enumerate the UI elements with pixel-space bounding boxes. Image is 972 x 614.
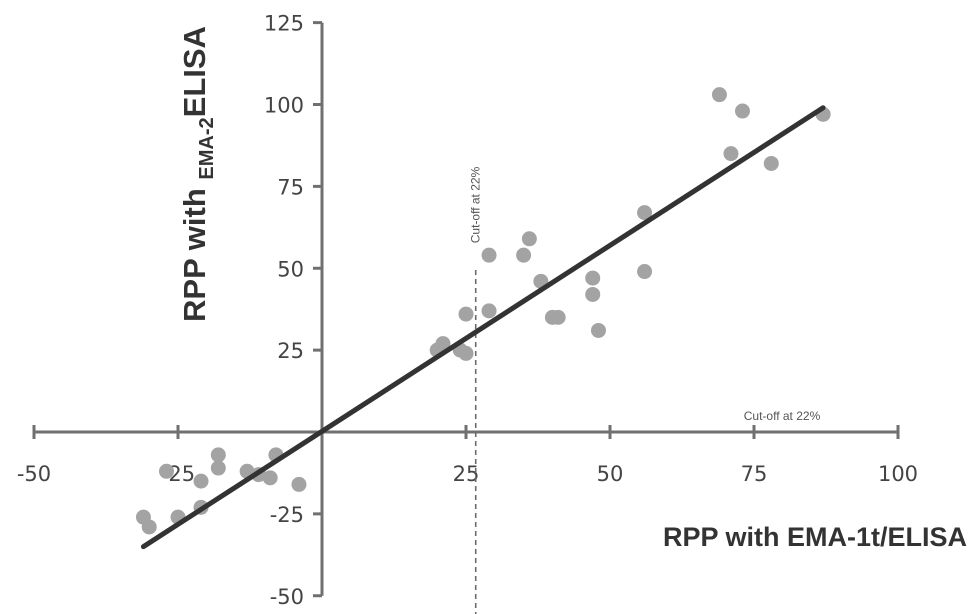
- x-tick-label: 50: [597, 462, 624, 486]
- data-point: [481, 247, 497, 263]
- y-tick-label: 100: [264, 94, 304, 118]
- annotations: Cut-off at 22%: [469, 166, 483, 614]
- y-axis-title-main: RPP with: [177, 180, 212, 322]
- data-point: [291, 476, 307, 492]
- data-point: [763, 155, 779, 171]
- x-tick-label: -50: [17, 462, 51, 486]
- data-point: [734, 103, 750, 119]
- data-points: [135, 87, 831, 535]
- data-point: [516, 247, 532, 263]
- data-point: [458, 345, 474, 361]
- y-tick-label: 50: [277, 257, 304, 281]
- data-point: [158, 463, 174, 479]
- regression-line: [140, 105, 826, 550]
- data-point: [435, 336, 451, 352]
- regression-line-group: [140, 105, 826, 550]
- data-point: [458, 306, 474, 322]
- data-point: [550, 309, 566, 325]
- data-point: [637, 264, 653, 280]
- horizontal-cutoff-label: Cut-off at 22%: [744, 409, 821, 423]
- data-point: [521, 231, 537, 247]
- x-axis-title: RPP with EMA-1t/ELISA: [663, 522, 967, 552]
- y-tick-label: -50: [270, 585, 304, 609]
- y-tick-label: 75: [277, 175, 304, 199]
- data-point: [711, 87, 727, 103]
- y-tick-label: -25: [270, 503, 304, 527]
- data-point: [262, 470, 278, 486]
- y-axis-title-sub: EMA-2: [196, 117, 218, 179]
- data-point: [141, 519, 157, 535]
- data-point: [585, 286, 601, 302]
- y-tick-label: 125: [264, 12, 304, 36]
- data-point: [210, 460, 226, 476]
- data-point: [585, 270, 601, 286]
- y-tick-label: 25: [277, 339, 304, 363]
- data-point: [590, 322, 606, 338]
- x-tick-label: 100: [878, 462, 918, 486]
- x-tick-label: 75: [741, 462, 768, 486]
- data-point: [637, 205, 653, 221]
- y-axis-title-end: ELISA: [177, 26, 212, 117]
- x-tick-label: 25: [453, 462, 480, 486]
- y-axis-title: RPP with EMA-2ELISA: [177, 26, 218, 322]
- data-point: [723, 146, 739, 162]
- data-point: [193, 473, 209, 489]
- data-point: [481, 303, 497, 319]
- data-point: [210, 447, 226, 463]
- vertical-cutoff-label: Cut-off at 22%: [469, 166, 483, 243]
